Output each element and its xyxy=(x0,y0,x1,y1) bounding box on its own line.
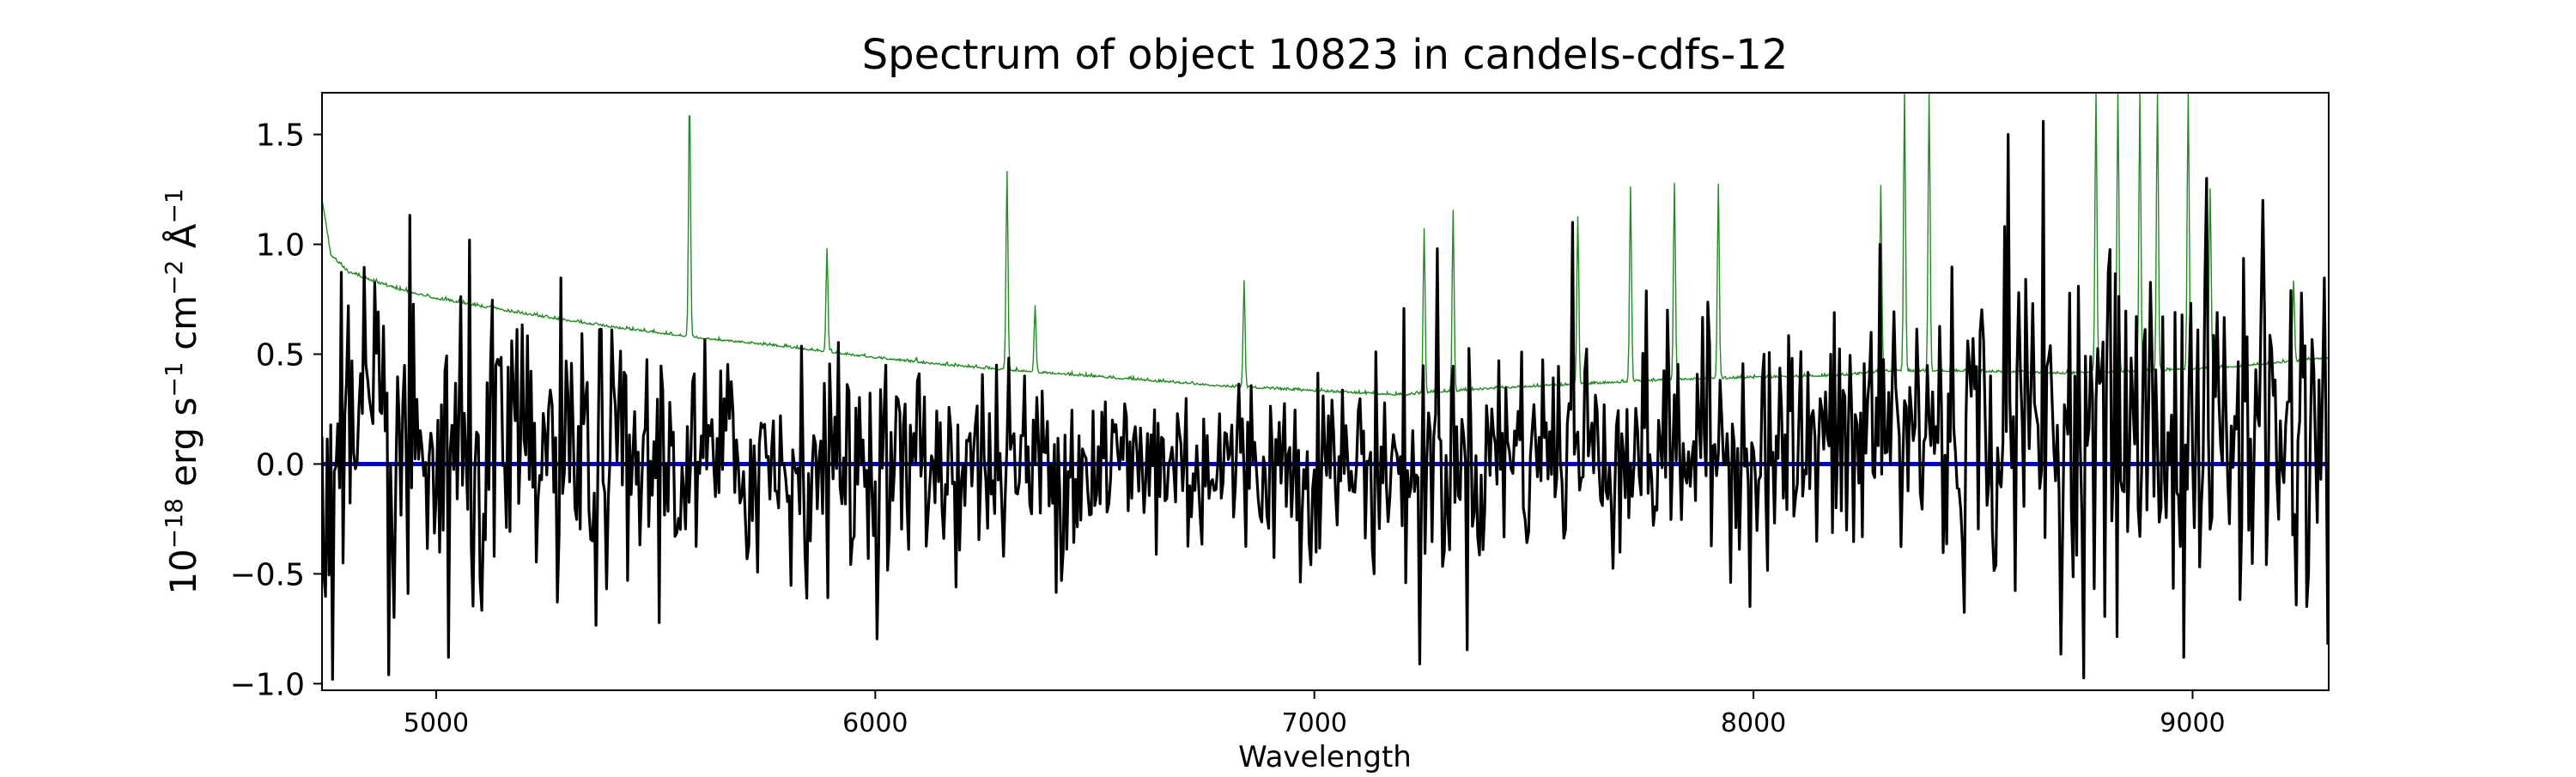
x-axis: 5000 6000 7000 8000 9000 xyxy=(404,690,2226,738)
y-tick-label: 1.0 xyxy=(256,228,305,264)
y-tick-label: 1.5 xyxy=(256,118,305,154)
y-axis-label-erg: erg s xyxy=(162,398,204,499)
x-tick-label: 8000 xyxy=(1721,708,1786,738)
y-tick-label: −1.0 xyxy=(230,667,305,702)
y-axis-label-base-exp: −18 xyxy=(160,498,188,549)
y-axis-label: 10−18 erg s−1 cm−2 Å−1 xyxy=(160,188,204,594)
y-axis-label-angstrom: Å xyxy=(161,223,204,259)
y-axis-label-cm: cm xyxy=(162,295,204,361)
y-tick-label: 0.5 xyxy=(256,338,305,373)
y-axis-label-base: 10 xyxy=(162,549,204,594)
y-tick-label: 0.0 xyxy=(256,447,305,483)
plot-frame xyxy=(321,92,2330,691)
y-axis: −1.0 −0.5 0.0 0.5 1.0 1.5 xyxy=(230,118,322,702)
x-tick-label: 6000 xyxy=(842,708,908,738)
x-axis-label: Wavelength xyxy=(1238,740,1412,773)
flux-series xyxy=(322,119,2329,681)
x-tick-label: 7000 xyxy=(1282,708,1347,738)
error-line xyxy=(322,93,2329,397)
error-series xyxy=(322,93,2329,397)
y-axis-label-a-exp: −1 xyxy=(160,188,188,223)
chart-title: Spectrum of object 10823 in candels-cdfs… xyxy=(862,31,1789,79)
flux-line xyxy=(322,119,2329,681)
y-axis-label-s-exp: −1 xyxy=(160,361,188,397)
y-tick-label: −0.5 xyxy=(230,557,305,592)
x-tick-label: 5000 xyxy=(404,708,469,738)
x-tick-label: 9000 xyxy=(2160,708,2225,738)
y-axis-label-cm-exp: −2 xyxy=(160,260,188,295)
plot-area xyxy=(322,93,2329,681)
